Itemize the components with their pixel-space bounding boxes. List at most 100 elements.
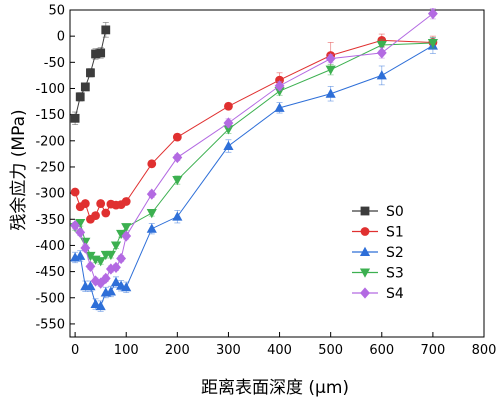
data-point (80, 82, 90, 92)
data-point (121, 230, 132, 242)
axes: 0 100 200 300 400 500 600 700 800500-50-100-150-… (35, 4, 496, 359)
data-point (376, 70, 387, 80)
legend-entry-s4: S4 (352, 286, 404, 302)
data-point (116, 252, 127, 265)
y-tick-label: -450 (35, 265, 65, 280)
data-point (85, 281, 96, 291)
data-point (110, 241, 122, 251)
data-point (172, 151, 183, 164)
series-line (74, 39, 433, 221)
data-point (70, 113, 80, 123)
y-tick-label: -200 (35, 134, 65, 149)
plot-frame (69, 9, 485, 338)
data-point (224, 101, 233, 111)
data-point (146, 223, 157, 233)
data-point (101, 208, 111, 218)
series-s1 (70, 33, 438, 224)
series-layer (70, 8, 438, 312)
y-tick-label: -50 (44, 56, 65, 71)
data-point (75, 226, 86, 238)
data-point (95, 300, 106, 311)
data-point (105, 286, 116, 296)
legend-label: S2 (386, 245, 404, 261)
legend-marker (359, 268, 371, 278)
legend-label: S4 (386, 286, 404, 302)
x-tick-label: 800 (472, 343, 497, 358)
y-tick-label: -150 (35, 108, 65, 123)
y-tick-label: -300 (35, 187, 65, 202)
legend-entry-s1: S1 (352, 225, 404, 241)
data-point (110, 276, 122, 287)
legend-entry-s2: S2 (352, 245, 404, 261)
y-tick-label: -550 (35, 317, 65, 332)
data-point (223, 140, 234, 151)
data-point (121, 197, 131, 206)
data-point (172, 211, 183, 221)
data-point (121, 282, 132, 292)
data-point (70, 219, 81, 232)
data-point (325, 88, 336, 98)
y-tick-label: 50 (48, 4, 65, 19)
data-point (90, 298, 101, 309)
data-point (116, 280, 127, 290)
data-point (223, 117, 234, 129)
data-point (325, 53, 336, 65)
x-tick-label: 400 (267, 343, 292, 358)
legend-marker (360, 206, 370, 216)
x-tick-label: 700 (420, 343, 445, 358)
y-axis-title: 残余应力 (MPa) (9, 109, 29, 230)
data-point (96, 199, 106, 208)
x-tick-label: 300 (216, 343, 241, 358)
data-point (146, 188, 157, 200)
legend-entry-s0: S0 (352, 204, 404, 220)
y-tick-label: -100 (35, 82, 65, 97)
data-point (91, 211, 100, 221)
series-s4 (70, 8, 438, 289)
x-axis-title: 距离表面深度 (μm) (201, 378, 349, 398)
y-tick-label: 0 (57, 30, 65, 45)
y-tick-label: -400 (35, 239, 65, 254)
legend-label: S3 (386, 266, 404, 282)
data-point (172, 176, 183, 186)
x-tick-label: 600 (369, 343, 394, 358)
y-tick-label: -350 (35, 213, 65, 228)
data-point (121, 223, 132, 233)
data-point (274, 80, 285, 92)
data-point (96, 48, 106, 58)
series-s0 (70, 22, 111, 125)
data-point (86, 68, 95, 78)
data-point (147, 159, 157, 169)
legend: S0 S1 S2 S3 S4 (352, 204, 404, 302)
x-tick-label: 200 (165, 343, 190, 358)
data-point (111, 261, 121, 274)
data-point (70, 187, 80, 197)
x-tick-label: 0 (71, 343, 79, 358)
data-point (80, 242, 91, 254)
data-point (146, 209, 157, 219)
data-point (75, 92, 85, 102)
data-point (274, 102, 285, 112)
series-s2 (70, 37, 438, 312)
legend-entry-s3: S3 (352, 266, 404, 282)
data-point (376, 41, 387, 51)
legend-marker (360, 287, 370, 299)
data-point (427, 8, 438, 20)
data-point (172, 132, 182, 142)
data-point (427, 38, 438, 49)
data-point (95, 257, 106, 267)
data-point (105, 250, 116, 261)
y-tick-label: -250 (35, 160, 65, 175)
legend-label: S0 (386, 204, 404, 220)
data-point (80, 199, 90, 208)
legend-marker (360, 227, 370, 236)
data-point (101, 25, 111, 35)
x-tick-label: 100 (114, 343, 139, 358)
data-point (325, 65, 336, 75)
legend-label: S1 (386, 225, 404, 241)
data-point (85, 260, 96, 272)
series-s3 (70, 37, 438, 267)
data-point (75, 250, 86, 260)
x-tick-label: 500 (318, 343, 343, 358)
y-tick-label: -500 (35, 291, 65, 306)
